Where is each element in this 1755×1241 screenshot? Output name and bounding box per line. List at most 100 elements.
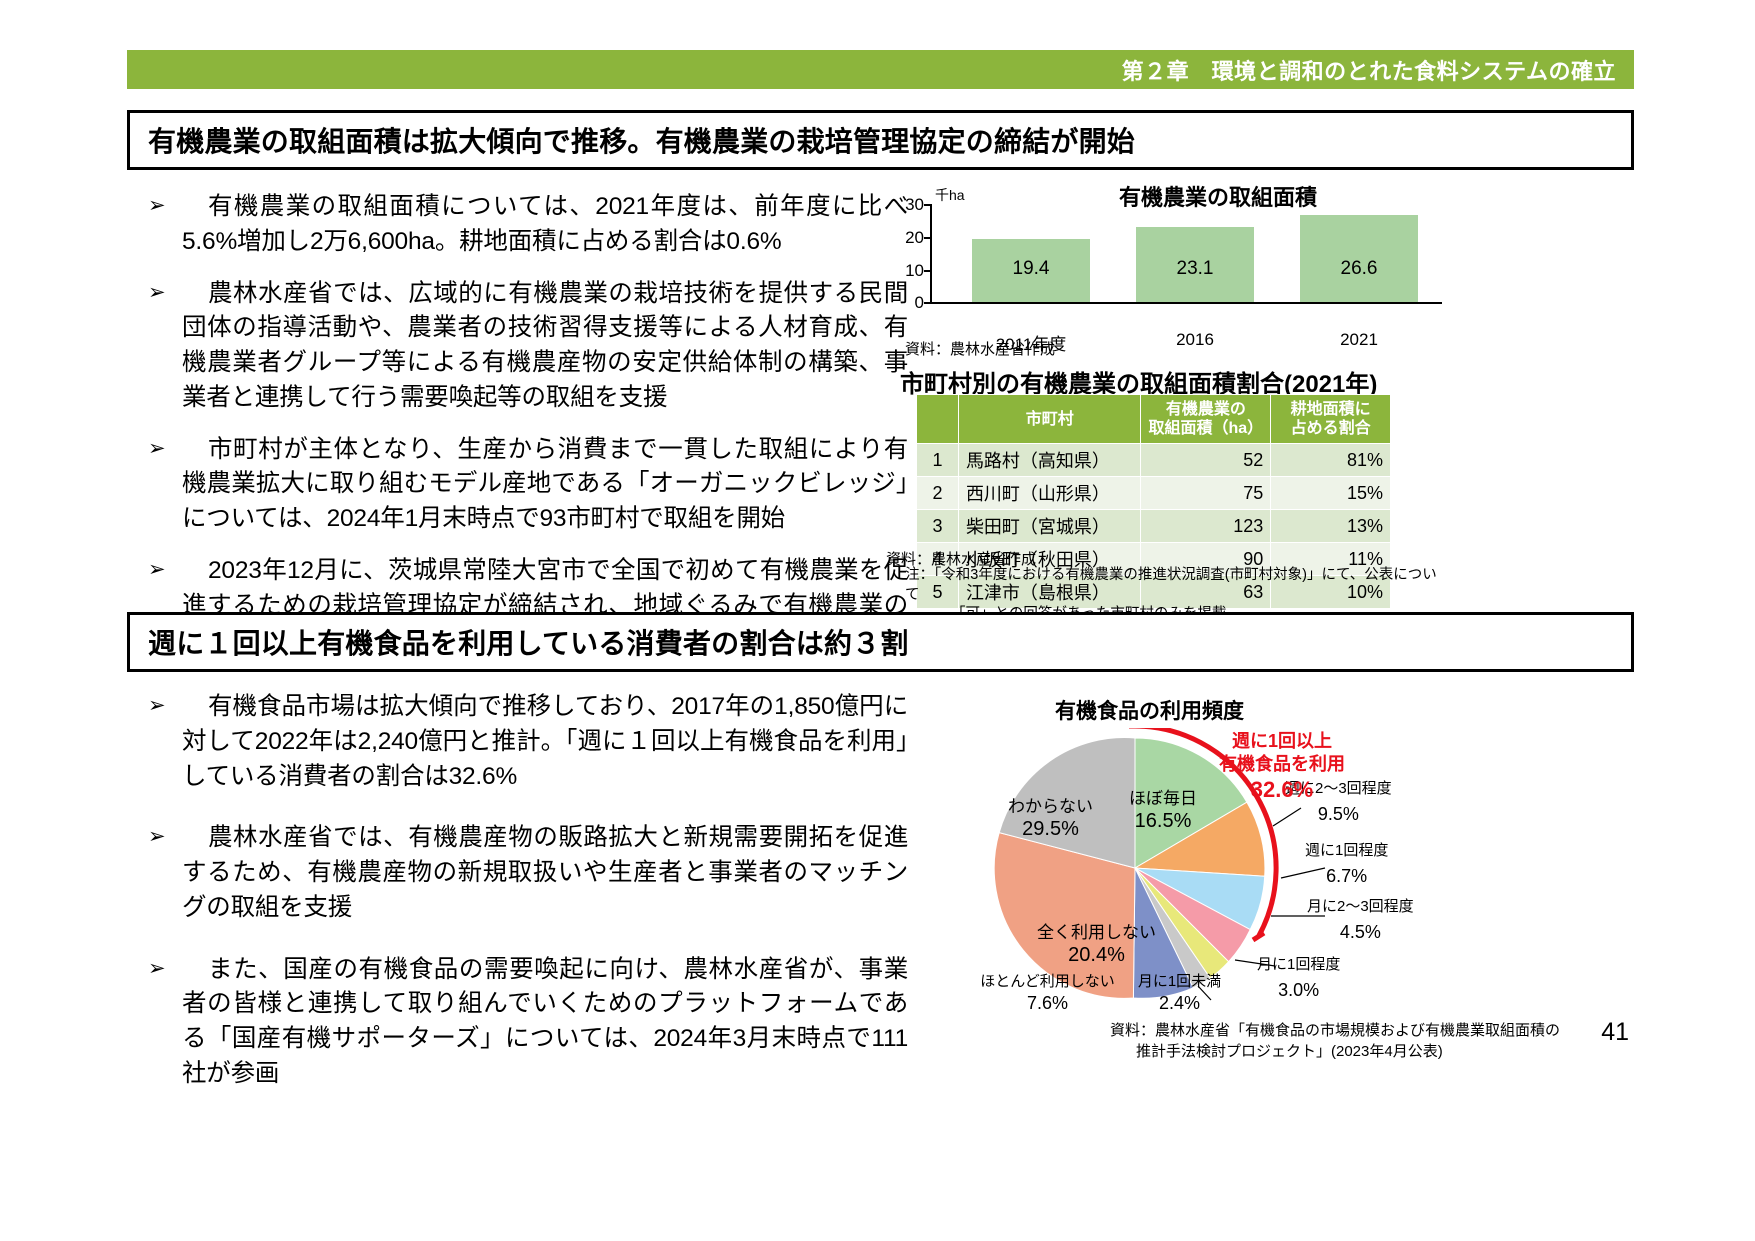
table-title: 市町村別の有機農業の取組面積割合(2021年)	[900, 371, 1378, 398]
cell-index: 5	[916, 575, 959, 610]
pie-leader-value-shu-1: 6.7%	[1326, 865, 1368, 886]
municipality-table: 市町村 有機農業の 取組面積（ha） 耕地面積に 占める割合 1 馬路村（高知県…	[916, 393, 1391, 610]
page-number: 41	[1601, 1018, 1629, 1046]
bar-value-label-2011: 19.4	[1012, 258, 1050, 279]
y-tick-30	[924, 204, 932, 206]
list-item: ➢ 市町村が主体となり、生産から消費まで一貫した取組により有機農業拡大に取り組む…	[148, 433, 908, 537]
x-tick-label-2011: 2011年度	[995, 335, 1067, 354]
col-header-share: 耕地面積に 占める割合	[1270, 393, 1391, 445]
pie-label-wakaranai-value: 29.5%	[1022, 818, 1079, 841]
cell-index: 2	[916, 476, 959, 511]
bar-value-label-2021: 26.6	[1340, 258, 1378, 279]
cell-area: 123	[1140, 509, 1272, 544]
pie-leader-label-shu-2-3: 週に2～3回程度 9.5%	[1285, 778, 1392, 828]
chapter-header-label: 第２章 環境と調和のとれた食料システムの確立	[1121, 58, 1616, 84]
cell-area: 90	[1140, 542, 1272, 577]
bar-series: 19.4 23.1 26.6	[930, 204, 1442, 302]
col-header-area-line1: 有機農業の	[1165, 401, 1246, 418]
pie-label-hotondo-name: ほとんど利用しない	[980, 973, 1115, 990]
x-tick-label-2016: 2016	[1176, 330, 1214, 349]
pie-label-hotondo-riyoushinai: ほとんど利用しない 7.6%	[970, 973, 1125, 1014]
cell-area: 75	[1140, 476, 1272, 511]
pie-label-hobo-mainichi: ほぼ毎日 16.5%	[1108, 788, 1218, 834]
pie-leader-name-tsuki-1: 月に1回程度	[1257, 956, 1341, 973]
bullet-arrow-icon: ➢	[148, 825, 166, 849]
table-row: 1 馬路村（高知県） 52 81%	[916, 443, 1391, 478]
leader-lines	[1197, 807, 1326, 1001]
pie-leader-label-tsuki-1: 月に1回程度 3.0%	[1257, 954, 1340, 1004]
bar-chart: 有機農業の取組面積 千ha 30 20 10 0 19.4 23.1	[888, 182, 1448, 354]
bullet-text: 有機農業の取組面積については、2021年度は、前年度に比べ5.6%増加し2万6,…	[182, 193, 908, 255]
bar-value-label-2016: 23.1	[1176, 258, 1214, 279]
bullet-arrow-icon: ➢	[148, 436, 166, 460]
pie-label-tsuki-miman-name: 月に1回未満	[1137, 973, 1222, 990]
pie-highlight-value: 32.6%	[1250, 777, 1314, 803]
pie-leader-name-shu-2-3: 週に2～3回程度	[1285, 780, 1392, 797]
bar-chart-plot: 30 20 10 0 19.4 23.1 26.6 2011年度 2016	[905, 195, 1442, 354]
highlight-arc	[1134, 728, 1279, 938]
bullet-list-bottom: ➢ 有機食品市場は拡大傾向で推移しており、2017年の1,850億円に対して20…	[148, 690, 908, 1119]
list-item: ➢ 農林水産省では、広域的に有機農業の栽培技術を提供する民間団体の指導活動や、農…	[148, 277, 908, 416]
col-header-municipality: 市町村	[957, 393, 1142, 445]
chapter-header-bar: 第２章 環境と調和のとれた食料システムの確立	[127, 50, 1634, 89]
x-tick-label-2021: 2021	[1340, 330, 1378, 349]
cell-municipality: 小坂町（秋田県）	[957, 542, 1142, 577]
pie-chart-source: 資料：農林水産省「有機食品の市場規模および有機農業取組面積の 推計手法検討プロジ…	[1110, 1020, 1560, 1062]
section-title-box-2: 週に１回以上有機食品を利用している消費者の割合は約３割	[127, 612, 1634, 672]
bar-2021	[1300, 215, 1418, 302]
bullet-text: 農林水産省では、広域的に有機農業の栽培技術を提供する民間団体の指導活動や、農業者…	[182, 279, 908, 411]
pie-slice-shu-2-3	[1133, 801, 1266, 877]
table-note-line1: 注：「令和3年度における有機農業の推進状況調査(市町村対象)」にて、公表について	[905, 567, 1437, 603]
pie-leader-name-tsuki-2-3: 月に2～3回程度	[1307, 898, 1414, 915]
y-tick-20	[924, 237, 932, 239]
highlight-arc-cap-end	[1251, 930, 1266, 943]
list-item: ➢ 有機食品市場は拡大傾向で推移しており、2017年の1,850億円に対して20…	[148, 690, 908, 794]
pie-leader-name-shu-1: 週に1回程度	[1305, 842, 1389, 859]
pie-label-tsuki-miman: 月に1回未満 2.4%	[1127, 973, 1232, 1014]
y-tick-10	[924, 270, 932, 272]
pie-highlight-callout: 週に1回以上 有機食品を利用 32.6%	[1212, 730, 1352, 804]
pie-label-hobo-mainichi-name: ほぼ毎日	[1129, 789, 1197, 808]
pie-label-wakaranai: わからない 29.5%	[993, 796, 1108, 842]
section-title-text-2: 週に１回以上有機食品を利用している消費者の割合は約３割	[148, 628, 909, 659]
bar-chart-source: 資料：農林水産省作成	[905, 341, 1056, 358]
x-axis-line	[930, 302, 1442, 304]
pie-leader-value-tsuki-2-3: 4.5%	[1339, 921, 1381, 942]
table-row: 4 小坂町（秋田県） 90 11%	[916, 542, 1391, 577]
bullet-arrow-icon: ➢	[148, 956, 166, 980]
bar-2016	[1136, 226, 1254, 302]
cell-area: 63	[1140, 575, 1272, 610]
col-header-share-line2: 占める割合	[1290, 420, 1371, 438]
pie-source-line1: 資料：農林水産省「有機食品の市場規模および有機農業取組面積の	[1110, 1022, 1561, 1039]
list-item: ➢ また、国産の有機食品の需要喚起に向け、農林水産省が、事業者の皆様と連携して取…	[148, 953, 908, 1092]
cell-area: 52	[1140, 443, 1272, 478]
pie-chart-svg	[993, 728, 1326, 1001]
bullet-text: 有機食品市場は拡大傾向で推移しており、2017年の1,850億円に対して2022…	[182, 693, 908, 790]
pie-label-tsuki-miman-value: 2.4%	[1158, 992, 1201, 1013]
cell-share: 11%	[1270, 542, 1391, 577]
pie-slice-wakaranai	[998, 737, 1136, 869]
cell-share: 10%	[1270, 575, 1391, 610]
section-title-text-1: 有機農業の取組面積は拡大傾向で推移。有機農業の栽培管理協定の締結が開始	[148, 126, 1136, 157]
cell-municipality: 西川町（山形県）	[957, 476, 1142, 511]
cell-share: 81%	[1270, 443, 1391, 478]
pie-label-mattaku-riyoushinai: 全く利用しない 20.4%	[1029, 922, 1164, 968]
table-row: 2 西川町（山形県） 75 15%	[916, 476, 1391, 511]
y-tick-0	[924, 302, 932, 304]
pie-label-mattaku-value: 20.4%	[1068, 944, 1125, 967]
leader-line-tsuki-miman	[1197, 985, 1212, 1001]
pie-slice-mattaku-riyoushinai	[993, 831, 1136, 999]
bullet-list-top: ➢ 有機農業の取組面積については、2021年度は、前年度に比べ5.6%増加し2万…	[148, 190, 908, 675]
pie-label-mattaku-name: 全く利用しない	[1037, 923, 1156, 942]
cell-share: 13%	[1270, 509, 1391, 544]
pie-leader-label-tsuki-2-3: 月に2～3回程度 4.5%	[1307, 896, 1414, 946]
col-header-area-line2: 取組面積（ha）	[1148, 420, 1264, 438]
col-header-index	[916, 393, 959, 445]
table-row: 3 柴田町（宮城県） 123 13%	[916, 509, 1391, 544]
bar-chart-unit-label: 千ha	[935, 187, 965, 203]
y-tick-label-30: 30	[905, 195, 924, 214]
table-header: 市町村 有機農業の 取組面積（ha） 耕地面積に 占める割合	[916, 393, 1391, 445]
pie-chart-title: 有機食品の利用頻度	[1055, 700, 1244, 723]
cell-index: 3	[916, 509, 959, 544]
pie-chart: ほぼ毎日 16.5% わからない 29.5% 全く利用しない 20.4% ほとん…	[980, 728, 1455, 1018]
